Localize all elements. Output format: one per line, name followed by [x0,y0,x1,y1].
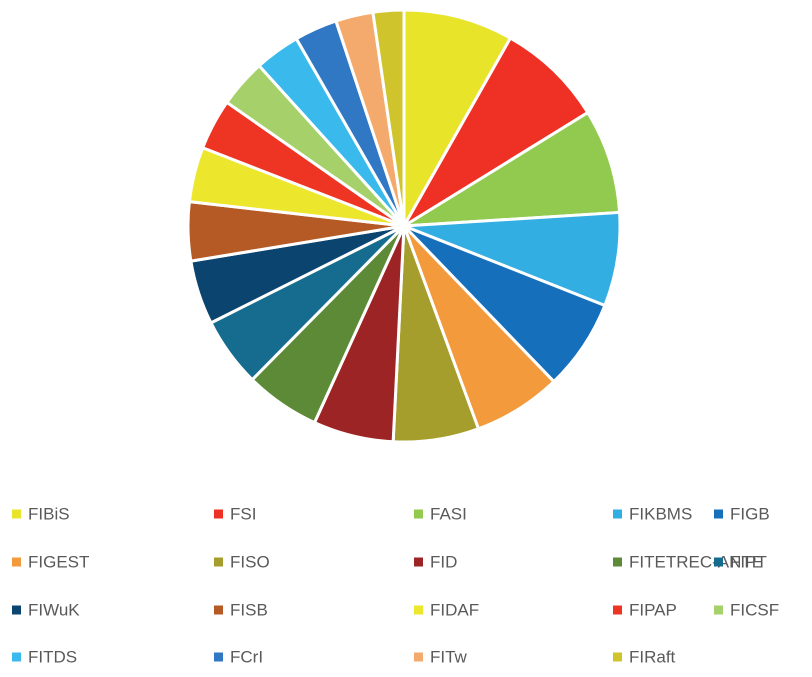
legend-label: FITETREC-ANTE [629,552,763,571]
legend-label: FISO [230,552,270,571]
legend-swatch [613,605,622,615]
legend-swatch [12,652,21,662]
pie-slice [371,8,406,228]
legend-label: FASI [430,504,467,523]
legend-label: FSI [230,504,256,523]
legend-swatch [613,557,622,567]
legend-swatch [12,509,21,519]
legend-label: FITDS [28,647,77,666]
legend-label: FIWuK [28,600,80,619]
legend-label: FIBiS [28,504,70,523]
legend-swatch [613,652,622,662]
legend-swatch [714,509,723,519]
legend-swatch [12,557,21,567]
legend-swatch [214,557,223,567]
legend-label: FICSF [730,600,779,619]
legend-swatch [214,509,223,519]
legend-label: FCrI [230,647,263,666]
legend-label: FIPAP [629,600,677,619]
legend-swatch [12,605,21,615]
legend-swatch [214,605,223,615]
legend-label: FIRaft [629,647,676,666]
legend-label: FIPT [730,552,767,571]
legend-swatch [414,557,423,567]
pie-slice [402,111,622,228]
pie-slice [402,8,512,228]
legend-swatch [714,557,723,567]
legend-swatch [414,605,423,615]
legend-label: FISB [230,600,268,619]
legend-label: FIGB [730,504,770,523]
pie-slice [402,36,590,228]
legend-swatch [613,509,622,519]
legend-swatch [214,652,223,662]
legend-label: FIKBMS [629,504,692,523]
legend-label: FITw [430,647,468,666]
legend-swatch [714,605,723,615]
legend-swatch [414,652,423,662]
legend-label: FID [430,552,457,571]
legend-swatch [414,509,423,519]
legend-label: FIGEST [28,552,89,571]
legend-label: FIDAF [430,600,479,619]
